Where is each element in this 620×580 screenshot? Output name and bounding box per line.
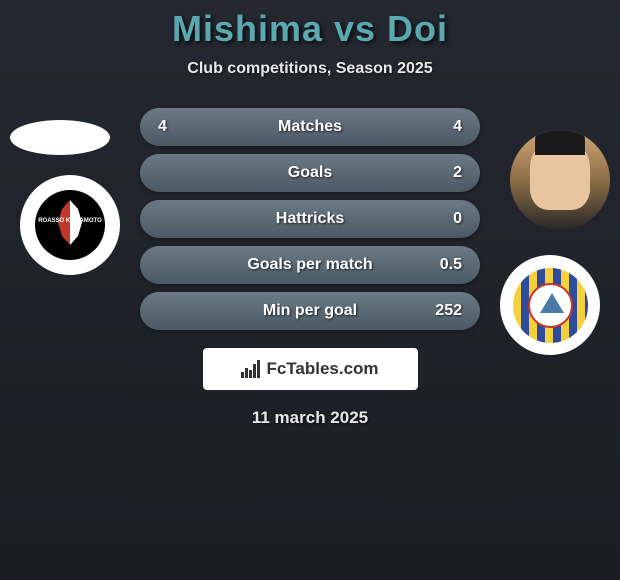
stat-label: Min per goal	[263, 302, 357, 320]
bar-chart-icon	[241, 360, 260, 378]
stat-label: Matches	[278, 118, 342, 136]
comparison-card: Mishima vs Doi Club competitions, Season…	[0, 0, 620, 428]
stat-row-min-per-goal: Min per goal 252	[140, 292, 480, 330]
subtitle: Club competitions, Season 2025	[0, 60, 620, 78]
stat-row-goals-per-match: Goals per match 0.5	[140, 246, 480, 284]
stats-list: 4 Matches 4 Goals 2 Hattricks 0 Goals pe…	[140, 108, 480, 330]
stat-right-value: 0	[432, 210, 462, 228]
face-placeholder-icon	[530, 140, 590, 210]
club-left-label: ROASSO KUMAMOTO	[35, 218, 105, 224]
date-label: 11 march 2025	[0, 408, 620, 428]
stat-left-value: 4	[158, 118, 188, 136]
player-left-photo	[10, 120, 110, 155]
club-right-badge-inner	[513, 268, 588, 343]
page-title: Mishima vs Doi	[0, 8, 620, 50]
player-right-photo	[510, 130, 610, 230]
club-left-badge: ROASSO KUMAMOTO	[20, 175, 120, 275]
stat-row-goals: Goals 2	[140, 154, 480, 192]
club-left-badge-inner: ROASSO KUMAMOTO	[35, 190, 105, 260]
stat-label: Goals per match	[247, 256, 372, 274]
stat-right-value: 252	[432, 302, 462, 320]
stat-label: Hattricks	[276, 210, 344, 228]
stat-right-value: 4	[432, 118, 462, 136]
stat-right-value: 0.5	[432, 256, 462, 274]
stat-row-matches: 4 Matches 4	[140, 108, 480, 146]
stat-row-hattricks: Hattricks 0	[140, 200, 480, 238]
club-right-badge	[500, 255, 600, 355]
club-right-center-icon	[528, 283, 573, 328]
footer-brand-badge[interactable]: FcTables.com	[203, 348, 418, 390]
stat-label: Goals	[288, 164, 332, 182]
footer-brand-text: FcTables.com	[266, 359, 378, 379]
stat-right-value: 2	[432, 164, 462, 182]
mountain-icon	[540, 293, 564, 313]
